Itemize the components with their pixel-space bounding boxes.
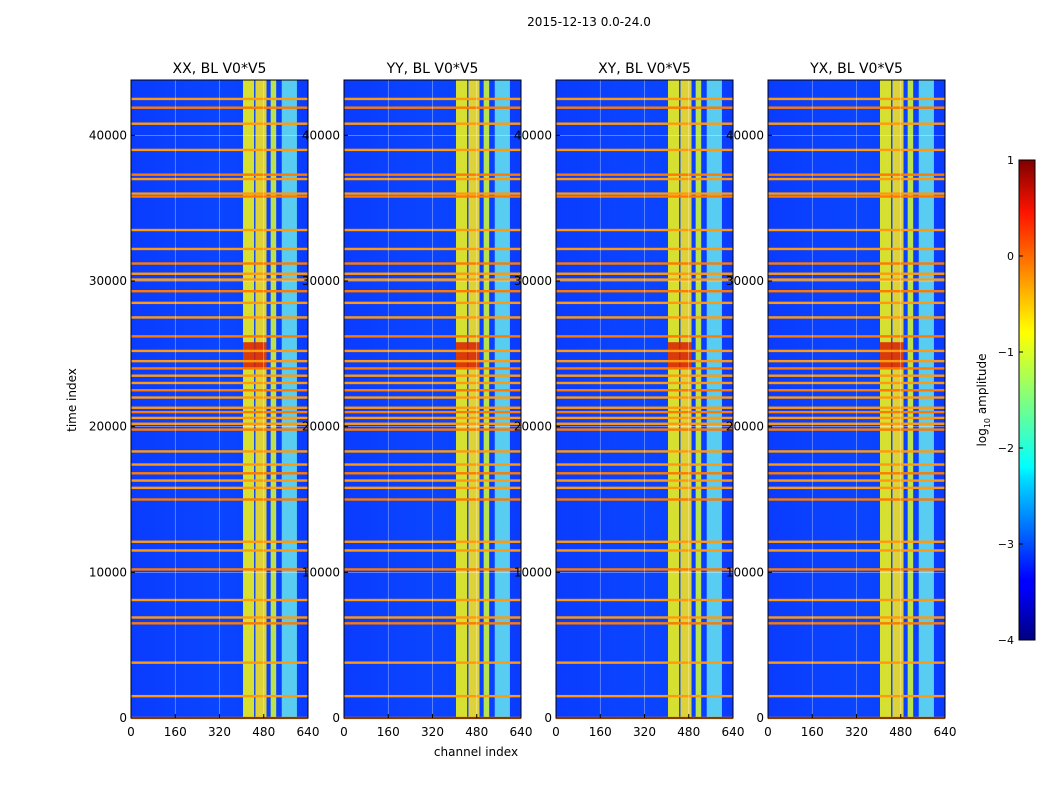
y-tick-label: 40000 — [302, 128, 340, 142]
x-tick-label: 640 — [297, 725, 320, 739]
colorbar-label-sub: 10 — [983, 418, 992, 428]
rfi-band — [706, 80, 722, 718]
y-axis-label: time index — [65, 368, 79, 432]
x-tick-label: 320 — [845, 725, 868, 739]
x-tick-label: 480 — [677, 725, 700, 739]
rfi-band — [918, 80, 934, 718]
panels-group: XX, BL V0*V5 0 160 320 480 640 0 10000 20000 3000… — [89, 61, 957, 739]
x-tick-label: 0 — [552, 725, 560, 739]
colorbar-label-prefix: log — [975, 428, 989, 446]
y-tick-label: 10000 — [514, 565, 552, 579]
panel-0: XX, BL V0*V5 0 160 320 480 640 0 10000 20000 3000… — [89, 61, 320, 739]
y-tick-label: 20000 — [302, 420, 340, 434]
x-tick-label: 640 — [934, 725, 957, 739]
y-tick-label: 0 — [119, 711, 127, 725]
rfi-band — [695, 80, 702, 718]
rfi-band — [456, 80, 468, 718]
y-tick-label: 0 — [544, 711, 552, 725]
rfi-hotspot — [668, 342, 692, 369]
y-tick-label: 30000 — [514, 274, 552, 288]
y-tick-label: 40000 — [514, 128, 552, 142]
rfi-band — [281, 80, 297, 718]
x-tick-label: 160 — [801, 725, 824, 739]
x-tick-label: 160 — [589, 725, 612, 739]
y-tick-label: 10000 — [726, 565, 764, 579]
y-tick-label: 20000 — [726, 420, 764, 434]
colorbar-ticks: 1 0 −1 −2 −3 −4 — [998, 154, 1023, 647]
x-tick-label: 160 — [164, 725, 187, 739]
x-tick-label: 0 — [127, 725, 135, 739]
x-tick-label: 0 — [340, 725, 348, 739]
rfi-band — [483, 80, 490, 718]
x-tick-label: 160 — [377, 725, 400, 739]
panel-title: YY, BL V0*V5 — [386, 61, 479, 77]
y-tick-label: 30000 — [89, 274, 127, 288]
rfi-band — [668, 80, 680, 718]
panel-1: YY, BL V0*V5 0 160 320 480 640 0 10000 20000 3000… — [302, 61, 533, 739]
colorbar-label-suffix: amplitude — [975, 354, 989, 418]
panel-3: YX, BL V0*V5 0 160 320 480 640 0 10000 20000 3000… — [726, 61, 957, 739]
rfi-hotspot — [880, 342, 904, 369]
rfi-hotspot — [456, 342, 480, 369]
y-tick-label: 40000 — [726, 128, 764, 142]
rfi-band — [255, 80, 267, 718]
rfi-band — [494, 80, 510, 718]
panel-title: XX, BL V0*V5 — [173, 61, 267, 77]
rfi-band — [907, 80, 914, 718]
y-tick-label: 0 — [756, 711, 764, 725]
colorbar-tick-label: 0 — [1007, 250, 1014, 263]
colorbar: 10−1−2−3−4 log10 amplitude — [975, 154, 1036, 647]
x-tick-label: 480 — [252, 725, 275, 739]
colorbar-tick-label: −2 — [998, 442, 1014, 455]
colorbar-tick-label: −3 — [998, 538, 1014, 551]
colorbar-tick-label: −1 — [998, 346, 1014, 359]
x-tick-label: 320 — [208, 725, 231, 739]
rfi-band — [243, 80, 255, 718]
y-tick-label: 20000 — [514, 420, 552, 434]
figure-suptitle: 2015-12-13 0.0-24.0 — [527, 15, 651, 29]
x-tick-label: 640 — [722, 725, 745, 739]
colorbar-label: log10 amplitude — [975, 354, 992, 447]
rfi-band — [468, 80, 480, 718]
panel-2: XY, BL V0*V5 0 160 320 480 640 0 10000 20000 3000… — [514, 61, 745, 739]
x-tick-label: 0 — [764, 725, 772, 739]
x-tick-label: 320 — [421, 725, 444, 739]
rfi-band — [892, 80, 904, 718]
rfi-band — [270, 80, 277, 718]
y-tick-label: 20000 — [89, 420, 127, 434]
x-axis-label: channel index — [434, 745, 518, 759]
colorbar-tick-label: 1 — [1007, 154, 1014, 167]
y-tick-label: 0 — [332, 711, 340, 725]
x-tick-label: 480 — [889, 725, 912, 739]
y-tick-label: 30000 — [726, 274, 764, 288]
colorbar-gradient — [1018, 159, 1036, 641]
rfi-band — [680, 80, 692, 718]
rfi-hotspot — [243, 342, 267, 369]
y-tick-label: 10000 — [89, 565, 127, 579]
x-tick-label: 480 — [465, 725, 488, 739]
x-tick-label: 640 — [510, 725, 533, 739]
y-tick-label: 40000 — [89, 128, 127, 142]
y-tick-label: 10000 — [302, 565, 340, 579]
y-tick-label: 30000 — [302, 274, 340, 288]
panel-title: YX, BL V0*V5 — [809, 61, 903, 77]
rfi-band — [880, 80, 892, 718]
panel-title: XY, BL V0*V5 — [598, 61, 691, 77]
colorbar-tick-label: −4 — [998, 634, 1014, 647]
x-tick-label: 320 — [633, 725, 656, 739]
